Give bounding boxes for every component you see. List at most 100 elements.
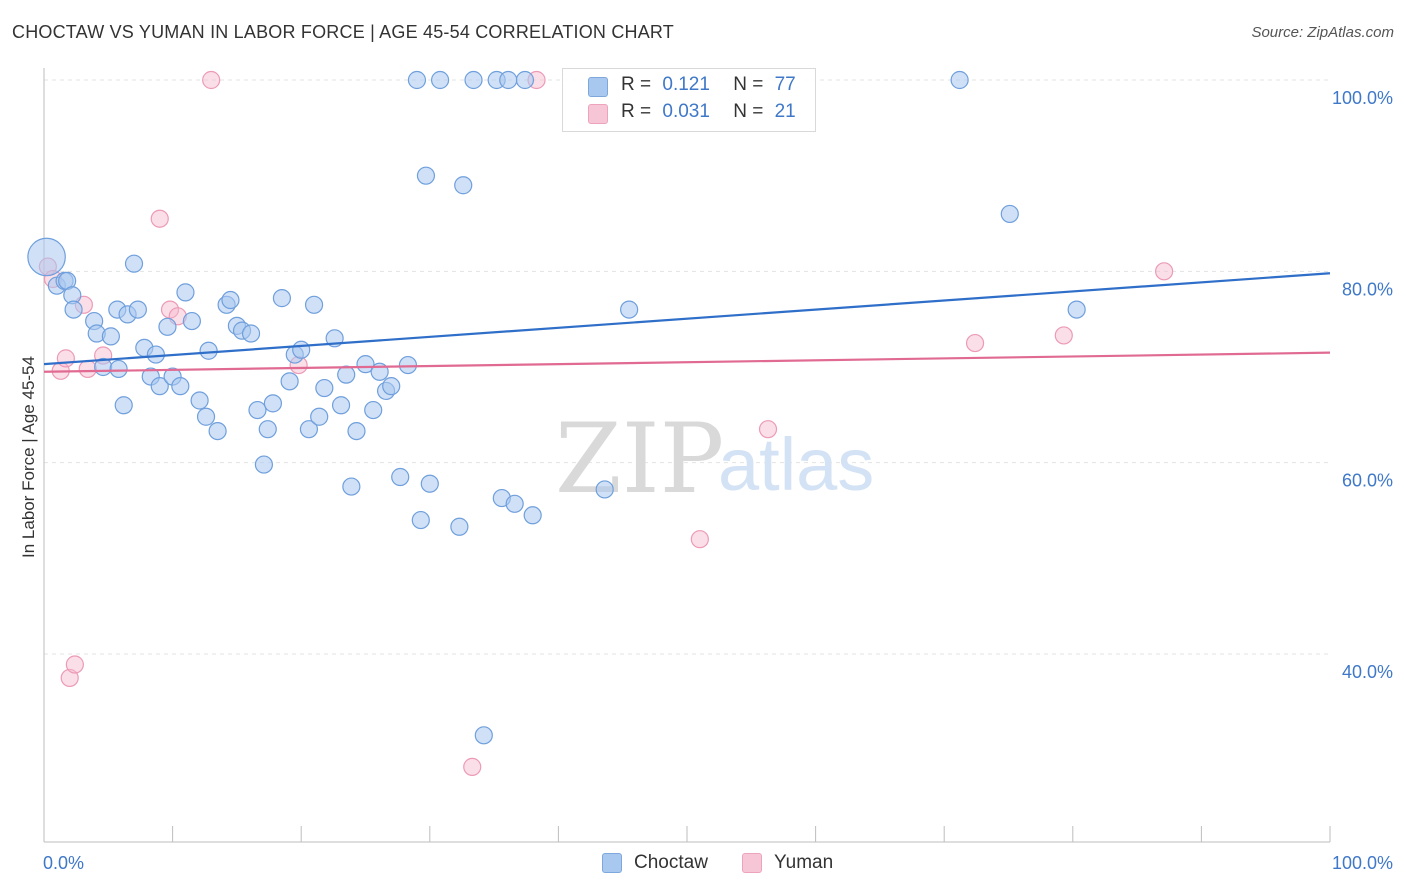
r-value-choctaw: 0.121 [662, 74, 710, 95]
choctaw-point [356, 355, 375, 374]
choctaw-point [221, 290, 240, 310]
choctaw-point [337, 365, 356, 384]
choctaw-point [450, 517, 469, 536]
choctaw-point [515, 70, 535, 90]
choctaw-point [499, 70, 518, 90]
choctaw-point [171, 377, 190, 396]
n-value-yuman: 21 [774, 101, 796, 122]
choctaw-point [474, 726, 493, 745]
y-tick-label: 100.0% [1332, 88, 1393, 108]
yuman-point [78, 359, 97, 379]
axes [43, 68, 1331, 843]
source-label: Source: ZipAtlas.com [1251, 24, 1394, 41]
choctaw-point [114, 396, 133, 415]
yuman-point [1155, 262, 1174, 281]
y-tick-label: 80.0% [1342, 279, 1393, 299]
choctaw-points [27, 70, 1086, 745]
choctaw-point [364, 400, 383, 420]
yuman-point [1054, 326, 1073, 345]
choctaw-point [310, 407, 329, 426]
legend-row-yuman: R = 0.031 N = 21 [588, 101, 796, 124]
choctaw-point [150, 377, 169, 396]
watermark-atlas: atlas [718, 423, 874, 506]
legend-entry-yuman: Yuman [742, 852, 833, 874]
stats-legend: R = 0.121 N = 77 R = 0.031 N = 21 [562, 68, 816, 132]
choctaw-point [398, 355, 418, 375]
choctaw-point [258, 420, 277, 439]
r-label: R = [621, 101, 652, 122]
choctaw-point [128, 300, 147, 319]
choctaw-point [248, 400, 267, 420]
yuman-point [56, 349, 75, 368]
choctaw-point [407, 70, 427, 90]
yuman-point [202, 70, 221, 90]
choctaw-point [315, 378, 334, 398]
y-tick-label: 40.0% [1342, 662, 1393, 682]
n-label: N = [733, 101, 764, 122]
yuman-point [965, 333, 985, 353]
choctaw-point [1000, 204, 1019, 224]
x-tick-label-end: 100.0% [1332, 853, 1393, 873]
trend-lines [43, 272, 1331, 373]
choctaw-point [272, 289, 292, 308]
legend-entry-choctaw: Choctaw [602, 852, 708, 874]
choctaw-legend-swatch [602, 853, 622, 873]
r-value-yuman: 0.031 [662, 101, 710, 122]
choctaw-point [523, 506, 542, 525]
choctaw-point [454, 176, 473, 195]
y-axis-label: In Labor Force | Age 45-54 [19, 356, 38, 558]
yuman-swatch [588, 104, 608, 124]
legend-row-choctaw: R = 0.121 N = 77 [588, 74, 796, 97]
choctaw-point [196, 407, 216, 426]
choctaw-point [263, 394, 283, 413]
yuman-trend-line [43, 351, 1331, 373]
yuman-legend-swatch [742, 853, 762, 873]
gridlines [44, 79, 1330, 655]
yuman-point [758, 420, 778, 439]
choctaw-point [254, 455, 274, 474]
watermark-zip: ZIP [555, 403, 724, 515]
choctaw-point [304, 295, 324, 314]
choctaw-point [241, 324, 261, 343]
choctaw-legend-label: Choctaw [634, 852, 708, 873]
choctaw-point [158, 317, 177, 336]
choctaw-point [109, 359, 128, 379]
choctaw-trend-line [43, 272, 1331, 366]
choctaw-point [411, 510, 430, 530]
choctaw-point [280, 372, 299, 391]
choctaw-point [182, 311, 201, 331]
choctaw-point [464, 70, 483, 90]
choctaw-point [27, 237, 66, 277]
choctaw-point [420, 474, 439, 493]
yuman-point [65, 655, 84, 674]
choctaw-point [950, 70, 969, 90]
y-tick-label: 60.0% [1342, 471, 1393, 491]
yuman-point [60, 668, 79, 688]
choctaw-point [430, 70, 450, 90]
tick-labels: 40.0% 60.0% 80.0% 100.0% 0.0% 100.0% [43, 88, 1393, 873]
yuman-point [463, 757, 482, 776]
choctaw-point [505, 494, 524, 513]
n-value-choctaw: 77 [774, 74, 796, 95]
choctaw-swatch [588, 77, 608, 97]
choctaw-point [190, 391, 209, 410]
x-tick-label-start: 0.0% [43, 853, 84, 873]
chart-title: CHOCTAW VS YUMAN IN LABOR FORCE | AGE 45… [12, 22, 674, 42]
choctaw-point [208, 421, 227, 441]
choctaw-point [331, 396, 351, 415]
choctaw-point [342, 477, 361, 496]
choctaw-point [416, 166, 436, 185]
choctaw-point [391, 467, 410, 487]
choctaw-point [299, 420, 319, 439]
yuman-point [690, 530, 709, 549]
yuman-point [150, 209, 169, 228]
n-label: N = [733, 74, 764, 95]
choctaw-point [64, 300, 83, 319]
r-label: R = [621, 74, 652, 95]
choctaw-point [595, 480, 614, 499]
choctaw-point [1067, 300, 1086, 319]
choctaw-point [101, 327, 120, 346]
choctaw-point [292, 340, 311, 359]
choctaw-point [199, 341, 218, 360]
